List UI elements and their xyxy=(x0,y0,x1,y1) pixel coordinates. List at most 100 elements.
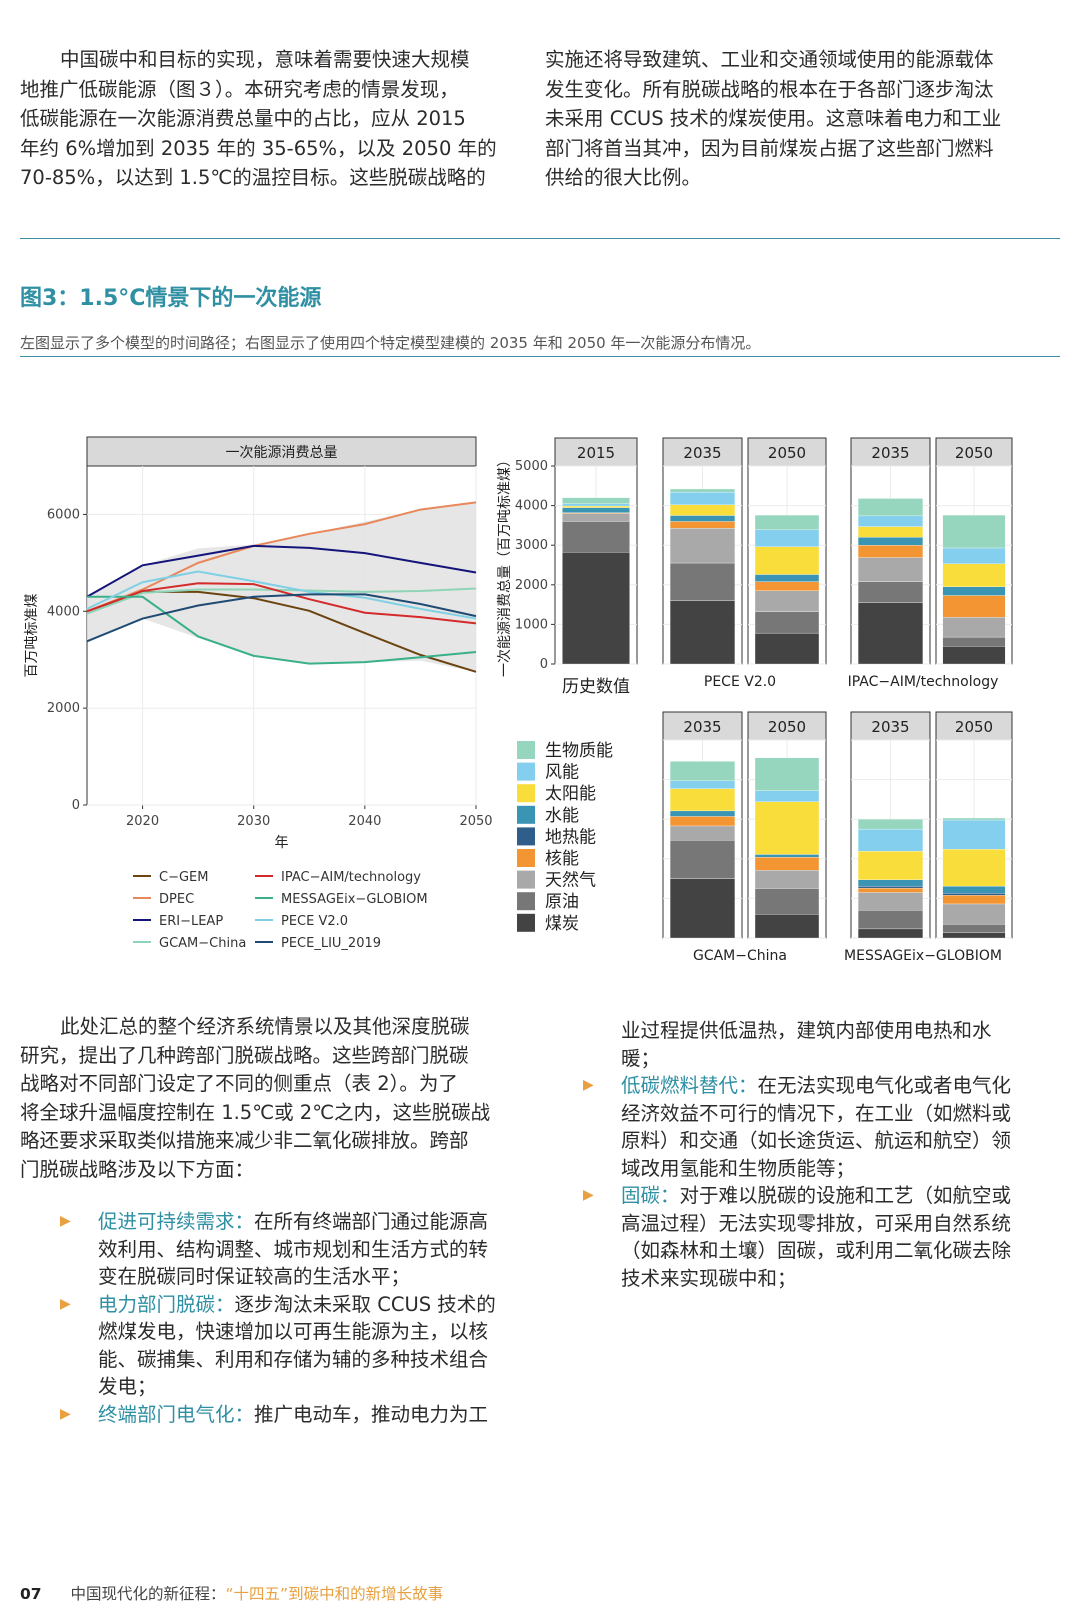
intro-left-line: 70-85%，以达到 1.5℃的温控目标。这些脱碳战略的 xyxy=(20,166,486,189)
bar-segment xyxy=(669,504,736,516)
bullet-head: 促进可持续需求： xyxy=(98,1210,255,1233)
legend-label: C−GEM xyxy=(159,870,208,885)
bar-group-label: 历史数值 xyxy=(562,677,630,697)
series-line xyxy=(86,582,477,625)
bar-segment xyxy=(857,498,924,517)
bullet-text: 暖； xyxy=(621,1046,661,1070)
intro-left-line: 低碳能源在一次能源消费总量中的占比，应从 2015 xyxy=(20,107,466,130)
bar-legend-key xyxy=(517,805,535,824)
bar-segment xyxy=(754,857,820,871)
x-tick-label: 2020 xyxy=(126,814,159,829)
bullet-list-left: ▶ 促进可持续需求：在所有终端部门通过能源高 效利用、结构调整、城市规划和生活方… xyxy=(60,1208,520,1428)
bar-segment xyxy=(942,636,1006,647)
bullet-arrow-icon: ▶ xyxy=(60,1213,71,1229)
bar-segment xyxy=(857,910,924,930)
bar-segment xyxy=(754,574,820,582)
bar-segment xyxy=(669,840,736,879)
bar-legend-label: 地热能 xyxy=(545,827,596,847)
bar-segment xyxy=(562,521,630,553)
body-left-line: 将全球升温幅度控制在 1.5℃或 2℃之内，这些脱碳战 xyxy=(20,1100,491,1124)
y-tick-label: 6000 xyxy=(47,507,80,522)
bullet-arrow-icon: ▶ xyxy=(583,1187,594,1203)
footer-subtitle: “十四五”到碳中和的新增长故事 xyxy=(225,1585,444,1603)
bar-segment xyxy=(942,923,1006,934)
bar-facet-strip xyxy=(850,437,931,467)
bullet-text: 对于难以脱碳的设施和工艺（如航空或 xyxy=(679,1184,1012,1207)
intro-left-line: 中国碳中和目标的实现，意味着需要快速大规模 xyxy=(60,48,470,71)
bar-segment xyxy=(754,801,820,855)
intro-right-line: 未采用 CCUS 技术的煤炭使用。这意味着电力和工业 xyxy=(545,107,1002,130)
bar-facet-strip xyxy=(747,437,827,467)
bullet-power-decarbonization: ▶ 电力部门脱碳：逐步淘汰未采取 CCUS 技术的 燃煤发电，快速增加以可再生能… xyxy=(60,1291,520,1401)
bar-facet-strip xyxy=(662,711,743,741)
bar-facet-label: 2050 xyxy=(955,718,993,736)
bar-segment xyxy=(942,646,1006,665)
bar-segment xyxy=(669,600,736,665)
bar-group-label: GCAM−China xyxy=(693,948,787,964)
legend-label: PECE_LIU_2019 xyxy=(281,936,381,951)
bar-segment xyxy=(857,819,924,830)
bar-segment xyxy=(857,851,924,880)
bar-segment xyxy=(562,507,630,513)
intro-left-line: 地推广低碳能源（图３）。本研究考虑的情景发现， xyxy=(20,77,459,101)
bar-group-label: IPAC−AIM/technology xyxy=(848,674,999,690)
bar-segment xyxy=(942,514,1006,549)
bar-segment xyxy=(942,895,1006,905)
bullet-list-right: 业过程提供低温热，建筑内部使用电热和水 暖； ▶ 低碳燃料替代：在无法实现电气化… xyxy=(583,1017,1043,1292)
page-footer: 07 中国现代化的新征程：“十四五”到碳中和的新增长故事 xyxy=(20,1582,443,1604)
series-line xyxy=(86,587,477,615)
bar-segment xyxy=(754,529,820,547)
legend-label: IPAC−AIM/technology xyxy=(281,870,421,885)
bar-facet-label: 2035 xyxy=(871,444,909,462)
bar-segment xyxy=(857,828,924,852)
bar-segment xyxy=(669,488,736,493)
bar-segment xyxy=(754,546,820,575)
body-left-line: 研究，提出了几种跨部门脱碳战略。这些跨部门脱碳 xyxy=(20,1043,469,1067)
bar-segment xyxy=(669,491,736,505)
bar-legend-key xyxy=(517,913,535,932)
bar-segment xyxy=(754,790,820,802)
bar-facet-label: 2050 xyxy=(768,444,806,462)
bullet-text: 域改用氢能和生物质能等； xyxy=(621,1156,856,1180)
bar-legend-label: 生物质能 xyxy=(545,741,613,761)
bar-legend-key xyxy=(517,762,535,781)
bar-y-tick-label: 5000 xyxy=(515,459,548,474)
bar-segment xyxy=(562,505,630,508)
series-line xyxy=(86,501,477,613)
bar-legend-key xyxy=(517,870,535,889)
bar-segment xyxy=(669,780,736,789)
figure-canvas: 一次能源消费总量 2020 2030 2040 2050 0 2000 4000 6000 年 百万… xyxy=(24,436,1013,964)
bullet-arrow-icon: ▶ xyxy=(60,1295,71,1312)
body-left-line: 略还要求采取类似措施来减少非二氧化碳排放。跨部 xyxy=(20,1129,469,1152)
bar-segment xyxy=(857,602,924,665)
bar-legend-label: 原油 xyxy=(545,892,579,912)
bar-segment xyxy=(857,537,924,546)
bar-segment xyxy=(942,885,1006,894)
bullet-text: 高温过程）无法实现零排放，可采用自然系统 xyxy=(621,1211,1012,1235)
bar-segment xyxy=(857,545,924,558)
y-tick-label: 4000 xyxy=(47,604,80,619)
bullet-text: 在所有终端部门通过能源高 xyxy=(254,1210,489,1233)
figure-title: 图3：1.5°C情景下的一次能源 xyxy=(20,286,322,311)
bar-segment xyxy=(942,547,1006,564)
bullet-head: 固碳： xyxy=(621,1184,680,1207)
bar-segment xyxy=(669,761,736,781)
bar-segment xyxy=(754,581,820,591)
x-tick-label: 2050 xyxy=(459,814,492,829)
bar-segment xyxy=(857,885,924,889)
intro-right-line: 供给的很大比例。 xyxy=(545,166,702,189)
bar-segment xyxy=(669,810,736,817)
bullet-text: 业过程提供低温热，建筑内部使用电热和水 xyxy=(621,1019,992,1042)
legend-label: DPEC xyxy=(159,892,194,907)
bar-segment xyxy=(942,903,1006,925)
body-left-paragraph: 此处汇总的整个经济系统情景以及其他深度脱碳 研究，提出了几种跨部门脱碳战略。这些… xyxy=(20,1013,500,1184)
bar-segment xyxy=(857,515,924,527)
bar-segment xyxy=(669,825,736,841)
bullet-text: 发电； xyxy=(98,1375,157,1398)
bar-segment xyxy=(669,562,736,601)
legend-label: GCAM−China xyxy=(159,936,246,951)
bar-facet-label: 2050 xyxy=(955,444,993,462)
bullet-text: 原料）和交通（如长途货运、航运和航空）领 xyxy=(621,1129,1012,1152)
facet-strip xyxy=(86,436,477,467)
bar-legend-label: 煤炭 xyxy=(545,914,579,934)
